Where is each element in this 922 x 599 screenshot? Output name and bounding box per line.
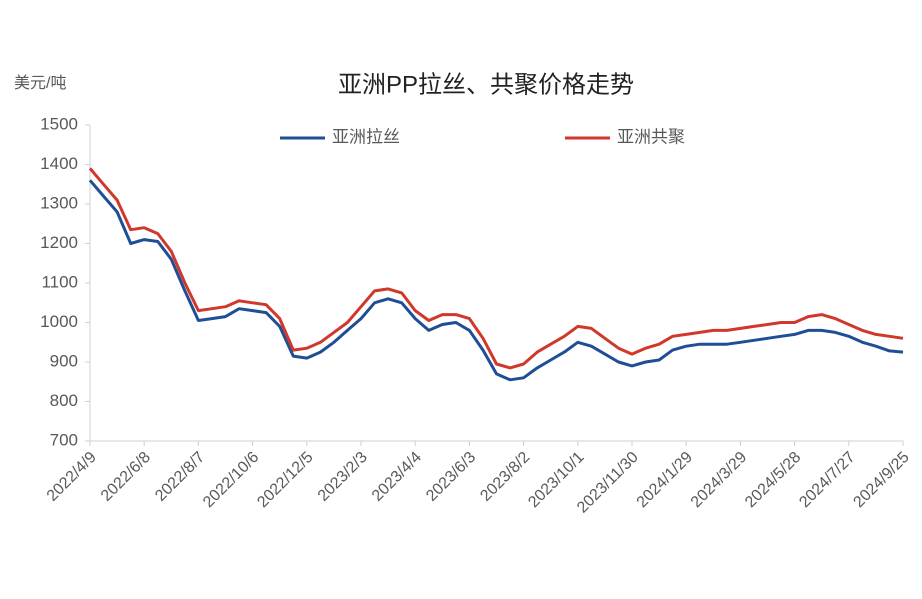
y-tick-label: 1300 — [40, 193, 78, 212]
y-tick-label: 900 — [50, 351, 78, 370]
y-tick-label: 1000 — [40, 312, 78, 331]
y-tick-label: 1100 — [41, 272, 78, 291]
x-tick-label: 2024/5/28 — [742, 449, 804, 511]
x-tick-label: 2022/12/5 — [254, 449, 316, 511]
x-tick-label: 2023/2/3 — [315, 449, 371, 505]
series-line — [88, 167, 904, 370]
x-tick-label: 2024/9/25 — [850, 449, 912, 511]
y-axis-label: 美元/吨 — [14, 74, 66, 92]
x-tick-label: 2022/10/6 — [200, 449, 262, 511]
x-tick-label: 2023/8/2 — [477, 449, 533, 505]
y-tick-label: 1500 — [40, 114, 78, 133]
x-tick-label: 2022/6/8 — [98, 449, 154, 505]
x-tick-label: 2024/1/29 — [634, 449, 696, 511]
y-tick-label: 700 — [50, 430, 78, 449]
legend-label: 亚洲共聚 — [617, 127, 685, 146]
y-tick-label: 800 — [50, 391, 78, 410]
x-tick-label: 2024/3/29 — [688, 449, 750, 511]
series-line — [88, 179, 904, 382]
x-tick-label: 2023/4/4 — [369, 449, 425, 505]
x-tick-label: 2022/4/9 — [44, 449, 100, 505]
legend-label: 亚洲拉丝 — [332, 127, 400, 146]
x-tick-label: 2022/8/7 — [152, 449, 208, 505]
y-tick-label: 1200 — [40, 233, 78, 252]
x-tick-label: 2024/7/27 — [796, 449, 858, 511]
chart-title: 亚洲PP拉丝、共聚价格走势 — [338, 71, 634, 98]
x-tick-label: 2023/6/3 — [423, 449, 479, 505]
y-tick-label: 1400 — [40, 154, 78, 173]
